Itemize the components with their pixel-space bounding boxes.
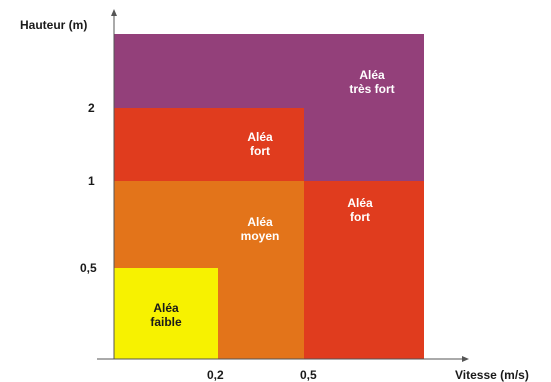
zone-fort-top [114, 108, 304, 182]
x-axis-label: Vitesse (m/s) [455, 368, 529, 382]
x-tick-0-2: 0,2 [207, 368, 224, 382]
x-tick-0-5: 0,5 [300, 368, 317, 382]
y-axis-label: Hauteur (m) [20, 18, 88, 32]
label-fort-top: Aléa fort [220, 130, 300, 158]
x-axis-arrow [462, 356, 469, 362]
label-fort-right-line2: fort [350, 210, 370, 224]
zone-faible [114, 268, 218, 359]
label-moyen-line1: Aléa [247, 215, 273, 229]
label-tres-fort-line1: Aléa [359, 68, 385, 82]
y-tick-1: 1 [88, 174, 95, 188]
y-tick-2: 2 [88, 101, 95, 115]
label-fort-top-line2: fort [250, 144, 270, 158]
label-faible-line1: Aléa [153, 301, 179, 315]
label-moyen-line2: moyen [240, 229, 280, 243]
label-faible: Aléa faible [126, 301, 206, 329]
label-tres-fort-line2: très fort [349, 82, 395, 96]
label-moyen: Aléa moyen [220, 215, 300, 243]
label-faible-line2: faible [150, 315, 182, 329]
label-fort-top-line1: Aléa [247, 130, 273, 144]
label-fort-right: Aléa fort [320, 196, 400, 224]
y-tick-0-5: 0,5 [80, 261, 97, 275]
y-axis-arrow [111, 9, 117, 16]
label-tres-fort: Aléa très fort [322, 68, 422, 96]
label-fort-right-line1: Aléa [347, 196, 373, 210]
zone-fort-right [304, 181, 424, 359]
